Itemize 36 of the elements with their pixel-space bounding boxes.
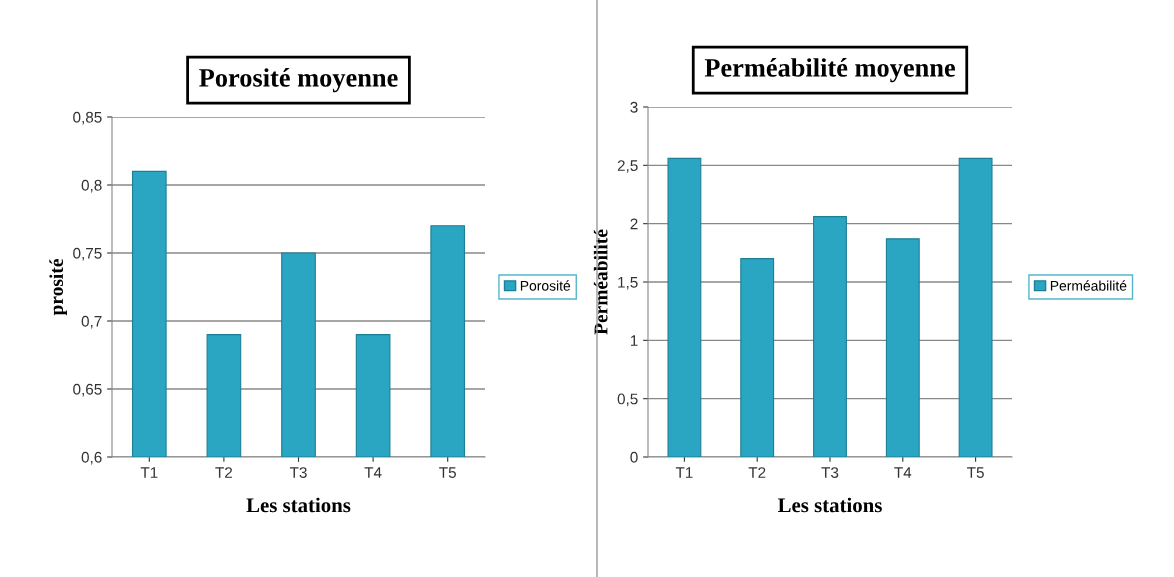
y-tick-label: 3 xyxy=(630,101,638,113)
y-tick-label: 0 xyxy=(630,451,638,463)
y-tick-label: 1,5 xyxy=(618,277,638,290)
x-axis-title: Les stations xyxy=(777,497,882,513)
y-tick-label: 1 xyxy=(630,335,638,346)
bar xyxy=(958,157,993,457)
y-tick-label: 2,5 xyxy=(617,160,638,173)
bar xyxy=(885,238,920,457)
x-tick-label: T5 xyxy=(967,467,984,478)
x-tick-label: T1 xyxy=(675,467,693,478)
bar xyxy=(813,216,847,457)
legend-label: Porosité xyxy=(520,280,571,291)
x-tick-label: T2 xyxy=(748,467,766,478)
chart-title: Perméabilité moyenne xyxy=(704,58,955,83)
bar xyxy=(740,258,775,457)
x-tick-label: T1 xyxy=(140,467,158,478)
y-axis-title: Perméabilité xyxy=(593,229,608,335)
legend-label: Perméabilité xyxy=(1050,280,1127,291)
y-tick-label: 0,65 xyxy=(73,383,102,397)
bar xyxy=(667,157,702,457)
y-tick-label: 0,5 xyxy=(617,393,638,407)
y-tick-label: 0,75 xyxy=(73,247,102,261)
x-tick-label: T3 xyxy=(821,467,839,478)
y-axis-title: prosité xyxy=(49,259,67,316)
x-tick-label: T2 xyxy=(215,467,233,478)
x-tick-label: T4 xyxy=(894,467,912,478)
x-tick-label: T3 xyxy=(289,467,307,478)
chart-title: Porosité moyenne xyxy=(199,68,398,93)
y-tick-label: 0,8 xyxy=(81,179,102,193)
y-tick-label: 2 xyxy=(630,218,638,230)
y-tick-label: 0,7 xyxy=(81,315,102,329)
y-tick-label: 0,6 xyxy=(81,451,102,465)
x-axis-title: Les stations xyxy=(246,497,351,513)
y-tick-label: 0,85 xyxy=(73,111,102,125)
x-tick-label: T5 xyxy=(439,467,456,478)
x-tick-label: T4 xyxy=(364,467,382,478)
